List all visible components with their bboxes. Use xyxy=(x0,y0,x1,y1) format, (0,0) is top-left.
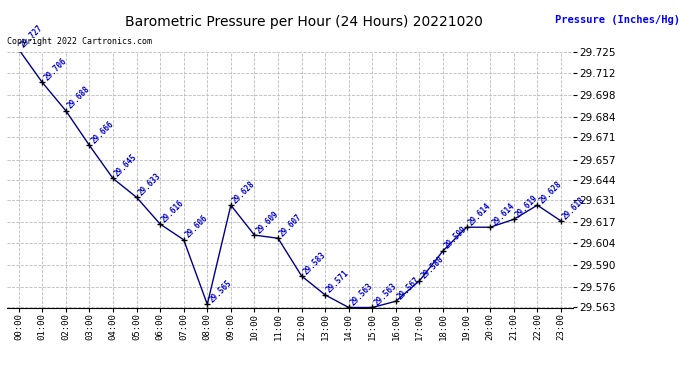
Text: Pressure (Inches/Hg): Pressure (Inches/Hg) xyxy=(555,15,680,25)
Text: 29.583: 29.583 xyxy=(302,250,328,276)
Text: 29.563: 29.563 xyxy=(373,282,398,308)
Text: Copyright 2022 Cartronics.com: Copyright 2022 Cartronics.com xyxy=(7,38,152,46)
Text: 29.606: 29.606 xyxy=(184,214,210,240)
Text: 29.565: 29.565 xyxy=(207,278,233,304)
Text: 29.619: 29.619 xyxy=(514,194,540,219)
Text: 29.618: 29.618 xyxy=(561,195,587,221)
Text: 29.688: 29.688 xyxy=(66,85,92,111)
Text: 29.614: 29.614 xyxy=(490,201,516,227)
Text: 29.628: 29.628 xyxy=(231,179,257,205)
Text: 29.614: 29.614 xyxy=(466,201,493,227)
Text: 29.580: 29.580 xyxy=(420,255,446,281)
Text: 29.706: 29.706 xyxy=(42,56,68,82)
Text: 29.571: 29.571 xyxy=(325,269,351,295)
Text: 29.616: 29.616 xyxy=(160,198,186,224)
Text: 29.599: 29.599 xyxy=(443,225,469,251)
Text: Barometric Pressure per Hour (24 Hours) 20221020: Barometric Pressure per Hour (24 Hours) … xyxy=(125,15,482,29)
Text: 29.727: 29.727 xyxy=(19,23,45,50)
Text: 29.609: 29.609 xyxy=(255,209,280,235)
Text: 29.607: 29.607 xyxy=(278,212,304,238)
Text: 29.645: 29.645 xyxy=(113,153,139,178)
Text: 29.666: 29.666 xyxy=(90,119,115,146)
Text: 29.567: 29.567 xyxy=(396,275,422,301)
Text: 29.563: 29.563 xyxy=(348,282,375,308)
Text: 29.633: 29.633 xyxy=(137,171,163,197)
Text: 29.628: 29.628 xyxy=(538,179,563,205)
